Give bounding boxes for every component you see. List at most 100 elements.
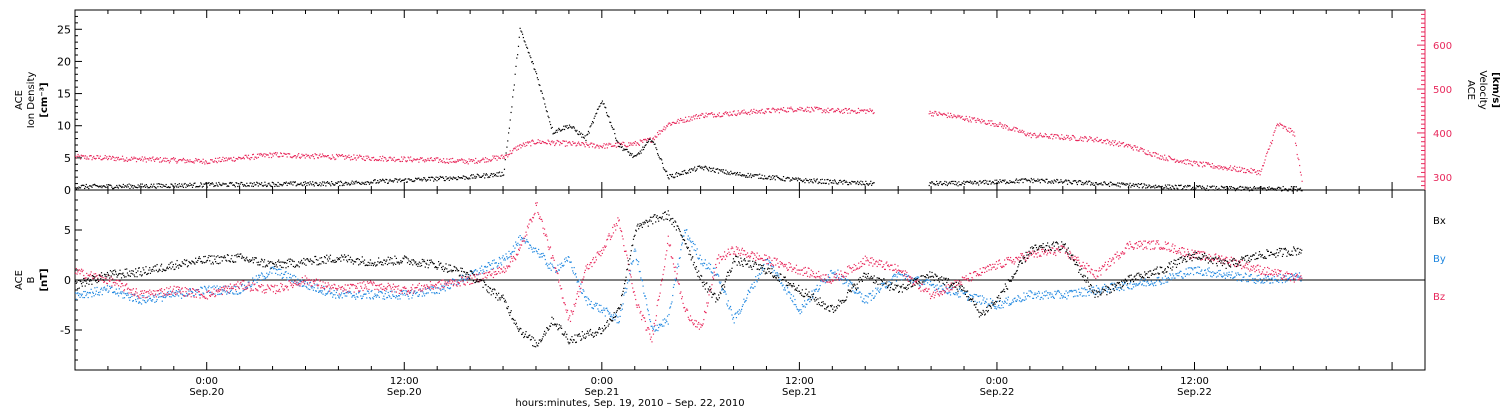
velocity-series-point (742, 112, 744, 114)
by-series-point (866, 302, 869, 304)
by-series-point (1285, 275, 1287, 277)
by-series-point (513, 250, 515, 253)
velocity-series-point (631, 142, 633, 144)
by-series-point (914, 277, 916, 279)
density-series-point (363, 183, 366, 185)
density-series-point (670, 174, 672, 176)
by-series-point (425, 292, 427, 295)
by-series-point (799, 313, 801, 315)
density-series-point (475, 177, 477, 179)
density-series-point (1168, 184, 1171, 186)
by-series-point (858, 291, 861, 293)
velocity-series-point (773, 109, 776, 111)
velocity-series-point (521, 145, 524, 147)
density-series-point (934, 184, 936, 186)
by-series-point (520, 239, 522, 241)
by-series-point (1012, 299, 1014, 301)
by-series-point (1204, 269, 1206, 271)
density-series-point (522, 36, 524, 39)
velocity-series-point (331, 154, 334, 156)
density-series-point (521, 31, 523, 33)
by-series-point (863, 298, 865, 300)
by-series-point (169, 290, 172, 292)
velocity-series-point (462, 161, 464, 163)
by-series-point (291, 280, 293, 282)
velocity-series-point (147, 158, 149, 160)
velocity-series-point (349, 157, 351, 159)
density-series-point (512, 96, 514, 98)
density-series-point (1180, 184, 1182, 186)
density-series-point (160, 183, 162, 185)
by-series-point (1258, 279, 1261, 281)
density-series-point (1176, 187, 1178, 189)
by-series-point (1279, 273, 1281, 276)
density-series-point (1220, 185, 1223, 187)
by-series-point (1094, 290, 1096, 292)
density-series-point (152, 185, 154, 187)
bz-series-point (130, 292, 132, 294)
density-series-point (366, 181, 368, 183)
by-series-point (498, 262, 500, 265)
density-series-point (867, 184, 869, 186)
bz-series-point (215, 290, 217, 292)
density-series-point (971, 181, 973, 183)
density-series-point (205, 182, 207, 184)
velocity-series-point (964, 119, 966, 121)
density-series-point (200, 182, 202, 184)
density-series-point (81, 184, 83, 186)
velocity-series-point (712, 113, 714, 116)
by-series-point (140, 303, 143, 305)
by-series-point (1130, 288, 1132, 290)
by-series-point (581, 292, 583, 295)
by-series-point (160, 295, 163, 298)
velocity-series-point (838, 108, 840, 110)
by-series-point (1286, 280, 1288, 282)
velocity-series-point (261, 155, 264, 157)
by-series-point (699, 254, 701, 256)
density-series-point (1012, 181, 1014, 183)
density-series-point (214, 185, 217, 187)
velocity-series-point (503, 155, 505, 158)
density-series-point (790, 179, 792, 181)
velocity-series-point (1254, 171, 1256, 173)
velocity-series-point (200, 160, 203, 162)
velocity-series-point (494, 158, 497, 160)
velocity-series-point (1246, 169, 1248, 171)
density-series-point (1006, 181, 1008, 183)
by-series-point (1242, 276, 1244, 279)
by-series-point (421, 295, 423, 297)
velocity-series-point (1041, 135, 1043, 138)
velocity-series-point (251, 154, 254, 156)
by-series-point (911, 277, 913, 279)
by-series-point (1160, 283, 1162, 286)
by-series-point (272, 268, 275, 270)
velocity-series-point (973, 117, 975, 119)
velocity-series-point (542, 141, 544, 143)
by-series-point (208, 285, 210, 287)
by-series-point (469, 274, 471, 276)
by-series-point (832, 272, 835, 274)
by-series-point (145, 302, 147, 304)
density-series-point (167, 186, 169, 189)
bz-series-point (112, 278, 114, 280)
density-series-point (1136, 185, 1139, 187)
by-series-point (79, 296, 81, 298)
by-series-point (173, 292, 175, 294)
velocity-series-point (433, 159, 435, 162)
density-series-point (1025, 179, 1027, 181)
density-series-point (307, 182, 309, 184)
velocity-series-point (1268, 148, 1270, 150)
density-series-point (712, 167, 715, 169)
density-series-point (1003, 180, 1005, 182)
by-series-point (399, 298, 401, 300)
by-series-point (1213, 272, 1215, 274)
bz-series-point (93, 273, 95, 275)
density-series-point (321, 181, 324, 183)
by-series-point (220, 293, 222, 295)
velocity-series-point (1066, 134, 1068, 137)
by-series-point (370, 290, 372, 293)
velocity-series-point (706, 116, 708, 118)
by-series-point (1077, 295, 1079, 297)
velocity-series-point (715, 116, 717, 118)
velocity-series-point (1061, 138, 1064, 140)
